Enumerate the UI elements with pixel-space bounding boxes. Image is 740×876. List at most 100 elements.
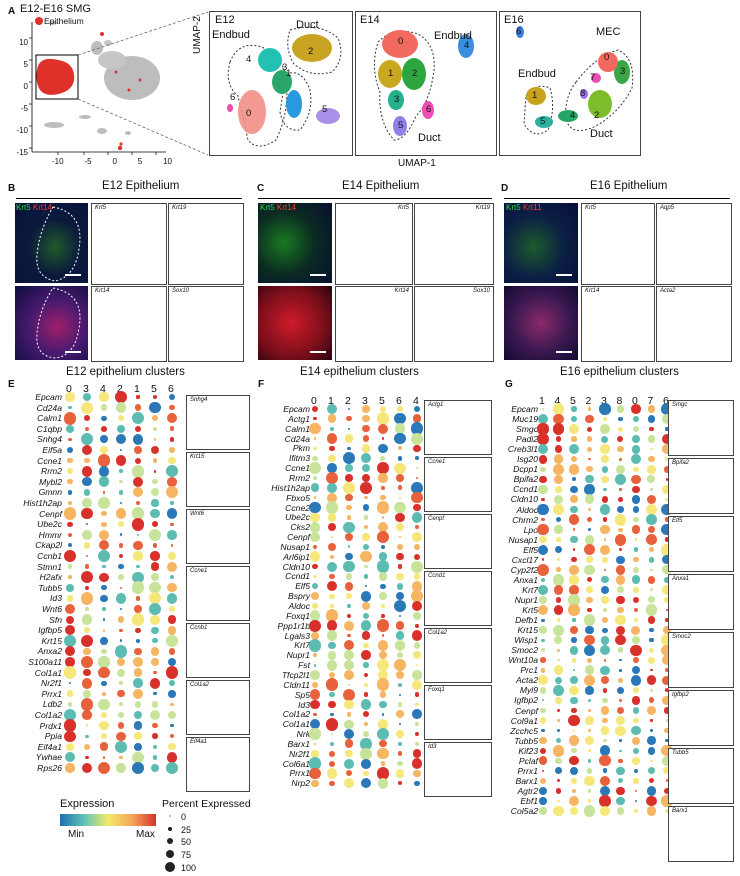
gene-label: Krt19 [475,205,490,211]
dot-mark [362,415,370,423]
dot-mark [619,659,622,662]
stain-label-d: Krt5 Krt11 [506,203,541,212]
gene-row-label: Col5a2 [510,806,538,816]
dot-mark [648,647,655,653]
dot-mark [131,412,145,425]
gene-row-label: C1qbp [36,423,62,434]
dot-mark [310,670,320,680]
gene-row-label: Epcam [283,404,310,414]
dot-mark [102,607,106,611]
dot-mark [554,475,563,484]
gene-row-label: Prrx1 [41,688,62,699]
dot-mark [661,795,673,807]
dot-mark [631,725,641,736]
dot-mark [539,475,547,483]
e16-cluster-label: 6 [516,26,522,37]
dot-mark [344,434,354,443]
dot-mark [313,574,317,579]
gene-row-label: Ifitm3 [288,453,310,464]
dot-mark [131,517,145,531]
xtick: 0 [112,157,117,166]
dot-mark [554,445,563,453]
dot-mark [343,521,355,533]
dot-mark [131,581,145,595]
dot-mark [394,413,406,425]
dot-mark [101,425,107,432]
dot-mark [150,562,160,571]
dot-mark [329,691,335,698]
dot-mark [411,590,423,602]
dot-mark [153,469,157,473]
dot-mark [603,568,607,571]
dot-mark [346,416,352,422]
dot-mark [556,537,561,542]
dot-mark [617,606,624,614]
dot-mark [415,456,419,461]
dot-mark [98,540,109,551]
dot-mark [616,555,625,564]
gene-row-label: Epcam [511,404,538,414]
gene-row-label: Col1a1 [34,667,62,678]
dot-mark [153,438,157,441]
dot-mark [360,551,372,563]
dot-mark [167,561,177,572]
dot-mark [378,552,388,562]
dot-mark [645,503,658,516]
expression-min: Min [68,829,85,840]
dot-mark [309,619,321,632]
dot-mark [378,670,388,680]
dot-mark [360,699,372,710]
percent-legend-values: 0 25 50 75 100 [181,811,196,875]
dot-mark [397,485,403,491]
dot-mark [118,574,124,580]
gene-row-label: Isg20 [516,454,538,465]
dot-mark [327,482,337,493]
gene-row-label: Krt7 [294,640,310,651]
dot-mark [538,626,547,635]
gene-row-label: Myl9 [519,685,538,696]
dot-mark [634,538,638,541]
dot-mark [378,423,388,434]
dot-mark [325,471,339,485]
dot-mark [411,511,423,523]
dot-mark [397,455,403,461]
dot-mark [133,678,143,688]
dot-mark [166,412,178,424]
dot-mark [152,638,158,644]
dot-mark [149,677,161,689]
dot-mark [539,717,547,724]
dot-mark [570,416,578,423]
e14-title: E14 [360,14,380,26]
dot-mark [343,778,355,789]
dot-mark [540,577,546,583]
dot-mark [569,575,579,585]
dot-mark [602,627,608,633]
dot-mark [115,391,127,403]
dot-mark [662,414,672,424]
e16-cluster-label: 5 [540,116,546,127]
dot-mark [363,525,369,530]
gene-label: Krt5 [95,205,107,211]
dot-mark [68,575,72,579]
dot-mark [65,615,75,624]
gene-row-label: Eif5a [42,445,62,455]
dot-mark [569,756,579,766]
dot-mark [568,443,580,455]
dot-mark [347,427,351,430]
dot-mark [377,462,389,474]
dot-mark [311,405,319,413]
dot-mark [630,675,642,686]
dot-mark [630,454,642,465]
dot-mark [102,756,106,759]
dot-mark [665,719,669,722]
dot-mark [583,805,596,817]
dot-mark [153,670,157,675]
dot-mark [97,454,111,467]
dot-mark [664,537,670,542]
stain1-label: Krt5 [16,203,31,212]
cluster-header: 8 [616,395,623,407]
percent-value: 0 [181,812,187,822]
dot-mark [556,618,561,622]
dot-mark [119,702,123,707]
dot-mark [308,638,322,652]
